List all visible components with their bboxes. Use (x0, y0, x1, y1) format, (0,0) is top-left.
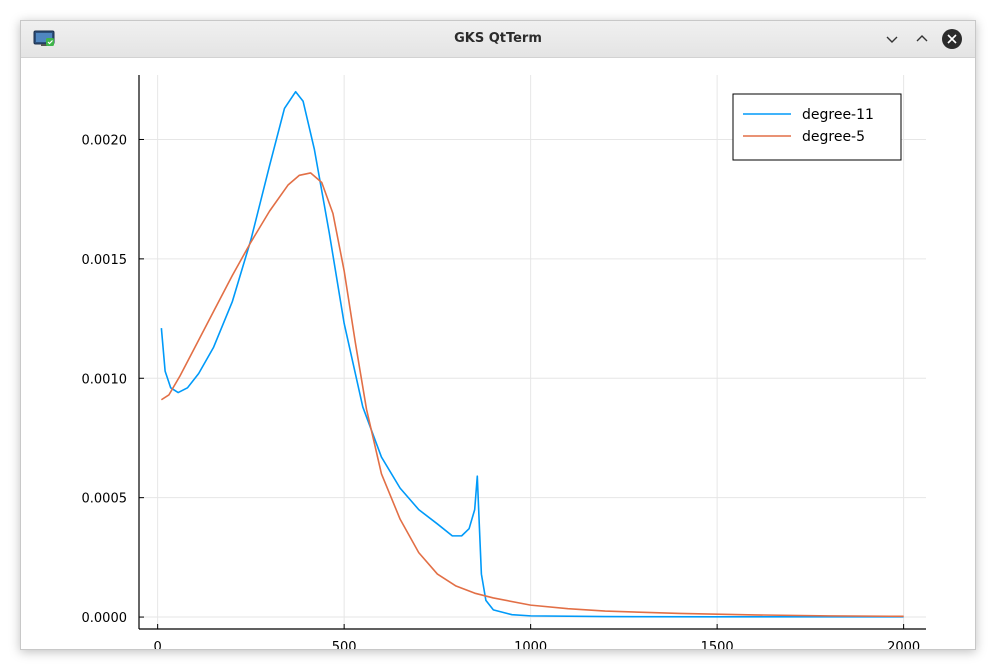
maximize-button[interactable] (910, 27, 934, 51)
plot-area: 0 500 1000 1500 2000 0.0000 0.0005 0.0010 0.0015… (21, 58, 975, 649)
app-window: GKS QtTerm 0 500 1000 1500 2000 0.0000 0.0005 0… (20, 20, 976, 650)
legend-box (732, 93, 902, 161)
y-tick-label: 0.0010 (82, 372, 128, 387)
series-line-degree-5 (160, 172, 904, 618)
chevron-up-icon (916, 35, 928, 42)
axes: 0 500 1000 1500 2000 0.0000 0.0005 0.0010 0.0015… (82, 75, 926, 649)
x-tick-label: 1500 (701, 640, 734, 649)
line-chart: 0 500 1000 1500 2000 0.0000 0.0005 0.0010 0.0015… (82, 75, 926, 649)
window-title: GKS QtTerm (454, 31, 542, 46)
y-tick-label: 0.0000 (82, 611, 128, 626)
monitor-icon (33, 30, 55, 46)
y-tick-label: 0.0015 (82, 253, 128, 268)
y-tick-label: 0.0020 (82, 133, 128, 148)
x-tick-label: 1000 (514, 640, 547, 649)
x-tick-label: 500 (332, 640, 357, 649)
chevron-down-icon (886, 36, 898, 43)
legend-label-degree-5: degree-5 (802, 129, 865, 145)
series-lines (160, 90, 904, 618)
legend-label-degree-11: degree-11 (802, 107, 874, 123)
title-bar[interactable]: GKS QtTerm (21, 21, 975, 58)
close-button[interactable] (940, 27, 964, 51)
legend: degree-11 degree-5 (732, 93, 902, 161)
y-tick-label: 0.0005 (82, 492, 128, 507)
x-tick-label: 0 (154, 640, 162, 649)
close-icon (942, 29, 962, 49)
series-line-degree-11 (160, 90, 904, 618)
x-tick-label: 2000 (887, 640, 920, 649)
minimize-button[interactable] (880, 27, 904, 51)
